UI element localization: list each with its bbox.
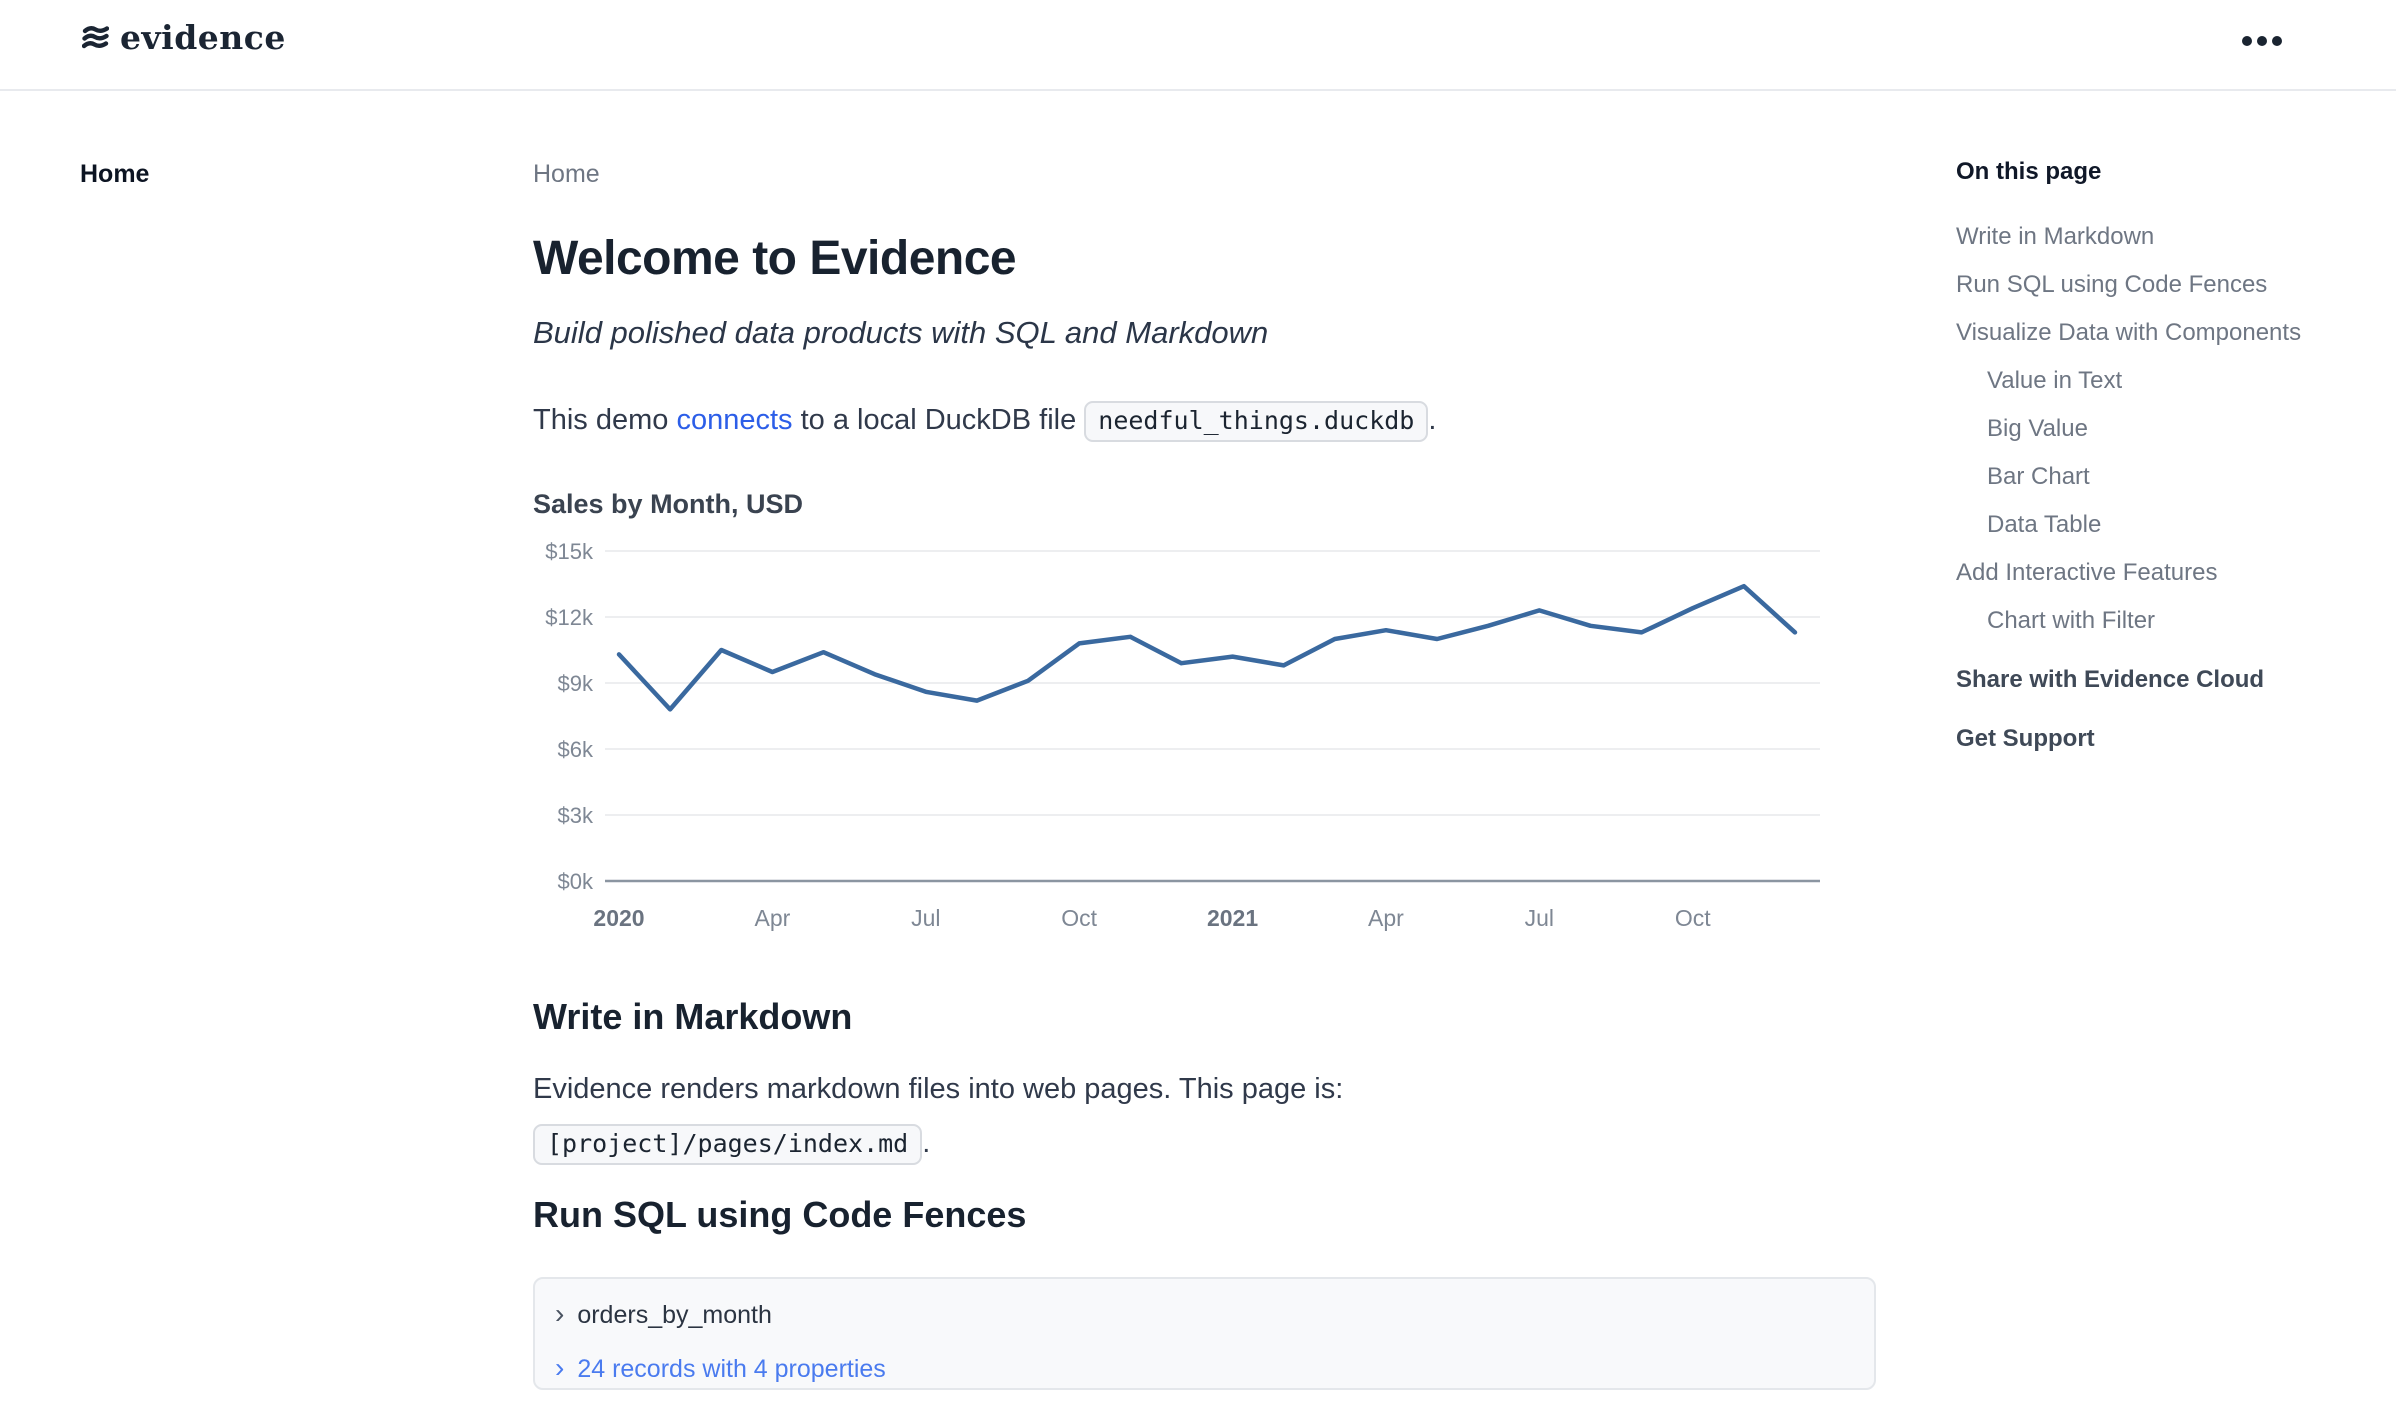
- query-name-label: orders_by_month: [577, 1301, 772, 1329]
- x-tick-label: Apr: [754, 905, 790, 931]
- toc-item-visualize-data-with-components[interactable]: Visualize Data with Components: [1956, 319, 2302, 346]
- section-heading-sql: Run SQL using Code Fences: [533, 1194, 1027, 1235]
- query-name-toggle[interactable]: › orders_by_month: [555, 1298, 772, 1330]
- x-tick-label: Oct: [1675, 905, 1711, 931]
- toc-item-run-sql-using-code-fences[interactable]: Run SQL using Code Fences: [1956, 271, 2268, 298]
- logo-text: evidence: [120, 18, 286, 57]
- toc-item-big-value[interactable]: Big Value: [1987, 415, 2088, 442]
- section-heading-markdown: Write in Markdown: [533, 996, 853, 1037]
- toc-item-share-with-evidence-cloud[interactable]: Share with Evidence Cloud: [1956, 666, 2265, 693]
- duckdb-file-code: needful_things.duckdb: [1084, 401, 1429, 442]
- ellipsis-icon: [2272, 36, 2282, 46]
- markdown-text-end: .: [922, 1127, 931, 1159]
- markdown-text: Evidence renders markdown files into web…: [533, 1073, 1344, 1105]
- intro-text: This demo: [533, 404, 677, 436]
- evidence-logo-icon: [82, 25, 109, 48]
- chevron-right-icon: ›: [555, 1352, 565, 1383]
- toc-heading: On this page: [1956, 158, 2102, 185]
- y-tick-label: $12k: [545, 605, 594, 630]
- connects-link[interactable]: connects: [676, 404, 793, 436]
- x-tick-label: Jul: [911, 905, 940, 931]
- sales-line-series: [616, 583, 1798, 712]
- sales-by-month-line-chart[interactable]: $15k $12k $9k $6k $3k $0k 2020 Apr Jul Oct 2021 Apr…: [533, 540, 1843, 940]
- x-tick-label: Jul: [1525, 905, 1554, 931]
- toc-items: Write in Markdown Run SQL using Code Fenc…: [1956, 220, 2308, 756]
- y-tick-label: $9k: [558, 671, 594, 696]
- toc-item-bar-chart[interactable]: Bar Chart: [1987, 463, 2090, 490]
- intro-paragraph: This demo connects to a local DuckDB fil…: [533, 401, 1437, 442]
- toc-item-chart-with-filter[interactable]: Chart with Filter: [1987, 607, 2156, 634]
- x-tick-label: 2020: [593, 905, 644, 931]
- query-viewer: › orders_by_month › 24 records with 4 pr…: [533, 1277, 1876, 1390]
- breadcrumb[interactable]: Home: [533, 160, 600, 188]
- toc-item-value-in-text[interactable]: Value in Text: [1987, 367, 2123, 394]
- query-results-label: 24 records with 4 properties: [577, 1355, 886, 1383]
- toc-item-add-interactive-features[interactable]: Add Interactive Features: [1956, 559, 2218, 586]
- app-header: evidence: [0, 0, 2396, 91]
- x-tick-label: Oct: [1061, 905, 1097, 931]
- y-tick-label: $3k: [558, 803, 594, 828]
- intro-text: .: [1428, 404, 1437, 436]
- x-tick-label: Apr: [1368, 905, 1404, 931]
- toc-item-write-in-markdown[interactable]: Write in Markdown: [1956, 223, 2155, 250]
- toc-item-get-support[interactable]: Get Support: [1956, 725, 2095, 752]
- evidence-logo[interactable]: evidence: [82, 18, 286, 57]
- page-subtitle: Build polished data products with SQL an…: [533, 315, 1269, 350]
- page-title: Welcome to Evidence: [533, 232, 1017, 285]
- y-tick-label: $0k: [558, 869, 594, 894]
- chart-title: Sales by Month, USD: [533, 489, 804, 519]
- y-tick-label: $15k: [545, 540, 594, 564]
- index-md-code: [project]/pages/index.md: [533, 1124, 923, 1165]
- query-results-toggle[interactable]: › 24 records with 4 properties: [555, 1352, 886, 1384]
- ellipsis-icon: [2257, 36, 2267, 46]
- y-tick-label: $6k: [558, 737, 594, 762]
- intro-text: to a local DuckDB file: [792, 404, 1085, 436]
- markdown-paragraph: Evidence renders markdown files into web…: [533, 1062, 1343, 1171]
- toc-item-data-table[interactable]: Data Table: [1987, 511, 2102, 538]
- overflow-menu-button[interactable]: [2234, 28, 2290, 54]
- ellipsis-icon: [2242, 36, 2252, 46]
- chevron-right-icon: ›: [555, 1298, 565, 1329]
- x-tick-label: 2021: [1207, 905, 1258, 931]
- toc: On this page Write in Markdown Run SQL us…: [1956, 158, 2308, 770]
- sidebar-item-home[interactable]: Home: [80, 160, 150, 188]
